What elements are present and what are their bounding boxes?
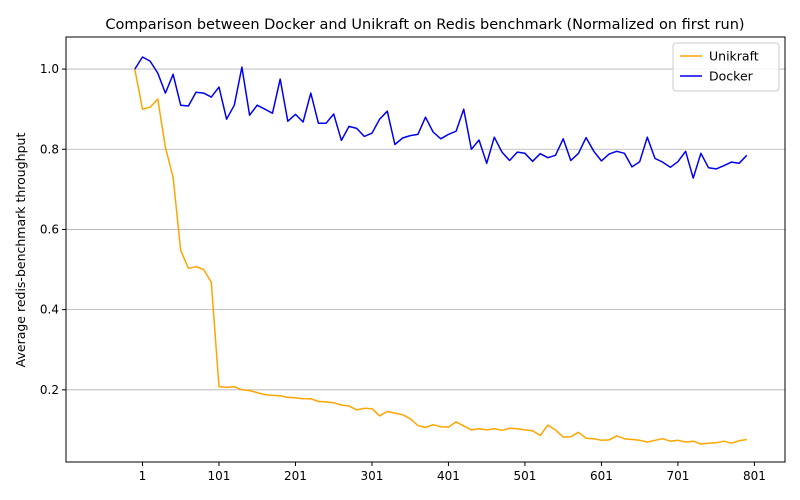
legend-box (672, 42, 780, 92)
y-axis-label: Average redis-benchmark throughput (13, 133, 28, 368)
gridlines (66, 68, 785, 391)
legend-label-unikraft: Unikraft (709, 49, 759, 64)
x-tick-label: 601 (590, 469, 613, 483)
x-tick-label: 101 (208, 469, 231, 483)
x-tick-label: 301 (361, 469, 384, 483)
x-axis: 1 101 201 301 401 501 601 701 801 (139, 462, 766, 483)
y-axis: 0.2 0.4 0.6 0.8 1.0 (40, 62, 66, 397)
y-tick-label: 1.0 (40, 62, 59, 76)
chart-title: Comparison between Docker and Unikraft o… (105, 17, 744, 33)
x-tick-label: 201 (284, 469, 307, 483)
x-tick-label: 701 (666, 469, 689, 483)
legend-label-docker: Docker (709, 69, 754, 84)
x-tick-label: 801 (743, 469, 766, 483)
y-tick-label: 0.2 (40, 383, 59, 397)
y-tick-label: 0.6 (40, 222, 59, 236)
series-line-unikraft (134, 68, 747, 445)
y-tick-label: 0.4 (40, 303, 59, 317)
series-line-docker (134, 56, 748, 179)
legend: Unikraft Docker (672, 42, 780, 92)
x-tick-label: 1 (139, 469, 147, 483)
x-tick-label: 401 (437, 469, 460, 483)
x-tick-label: 501 (513, 469, 536, 483)
y-tick-label: 0.8 (40, 142, 59, 156)
plot-frame (65, 36, 786, 463)
series-layer (134, 56, 748, 445)
